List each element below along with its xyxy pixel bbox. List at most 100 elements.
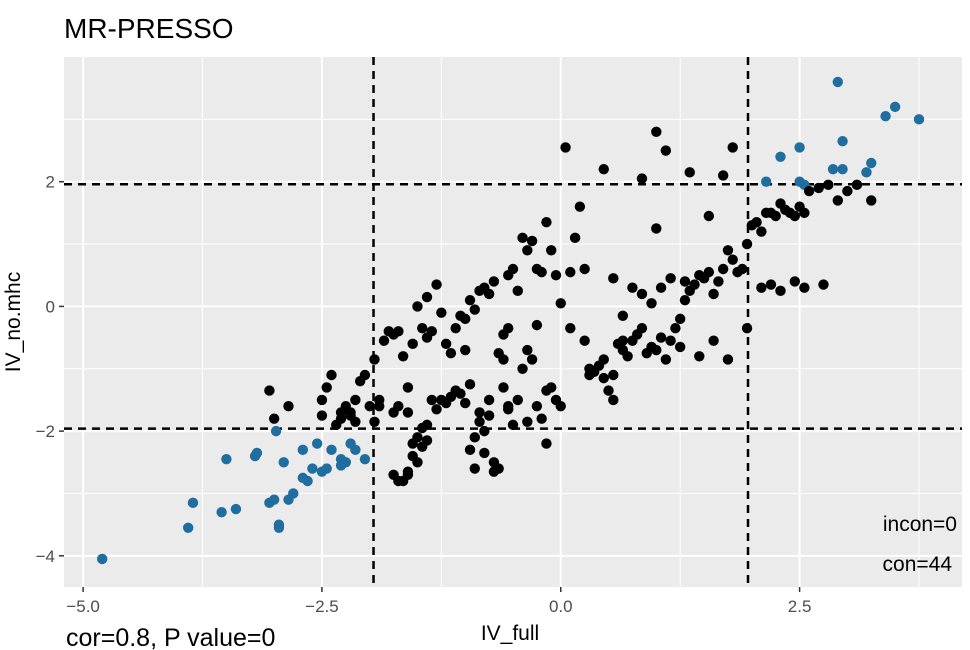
data-point [221,453,232,465]
data-point [717,263,729,275]
correlation-footer: cor=0.8, P value=0 [66,624,275,650]
data-point [689,279,700,290]
data-point [617,335,629,346]
data-point [651,126,662,138]
data-point [655,332,667,343]
data-point [479,425,490,437]
data-point [608,394,619,406]
data-point [460,397,471,409]
data-point [670,323,681,334]
data-point [393,400,404,412]
data-point [842,185,853,197]
data-point [608,273,619,284]
data-point [832,195,844,206]
data-point [799,282,810,293]
data-point [851,179,863,191]
data-point [187,497,199,509]
data-point [251,447,263,459]
data-point [369,354,380,365]
data-point [97,553,108,565]
data-point [369,416,380,427]
data-point [799,207,810,219]
data-point [469,463,480,474]
data-point [455,388,466,399]
data-point [345,410,356,421]
data-point [464,444,476,456]
annotation-con: con=44 [883,553,953,576]
data-point [431,404,442,415]
data-point [823,179,834,191]
data-point [722,354,734,365]
data-point [584,369,595,381]
data-point [440,338,452,350]
data-point [717,170,729,181]
data-point [866,157,877,169]
x-axis-ticks: −5.0 −2.5 0.0 2.5 [66,587,811,616]
data-point [307,463,318,474]
data-point [531,319,543,331]
data-point [464,294,476,306]
y-axis-ticks: −4 −2 0 2 [36,173,64,566]
data-point [674,313,686,325]
data-point [474,416,485,427]
data-point [598,372,609,384]
data-point [402,382,414,393]
plot-panel [64,57,962,587]
data-point [436,307,447,318]
data-point [302,475,313,487]
data-point [660,354,672,365]
data-point [803,185,815,197]
data-point [741,238,753,250]
data-point [297,444,309,456]
data-point [775,151,786,162]
data-point [579,263,590,275]
data-point [483,410,495,421]
data-point [522,344,533,356]
data-point [503,404,514,415]
data-point [268,494,280,505]
data-point [483,288,495,300]
data-point [913,114,925,125]
data-point [326,444,337,456]
data-point [469,432,480,443]
data-point [679,276,691,287]
data-point [837,164,848,175]
data-point [512,285,523,297]
data-point [827,164,839,175]
data-point [617,310,629,321]
data-point [555,400,566,412]
data-point [703,210,715,222]
data-point [503,323,514,334]
data-point [536,413,547,424]
data-point [311,438,323,449]
data-point [751,217,762,228]
data-points [97,76,925,565]
y-tick-label: 0 [46,297,55,316]
data-point [517,363,528,374]
y-tick-label: −4 [36,547,55,566]
data-point [708,335,719,346]
data-point [603,385,614,396]
data-point [522,416,533,427]
data-point [555,298,566,309]
data-point [268,413,280,424]
data-point [756,282,767,293]
data-point [417,323,428,334]
data-point [479,447,490,459]
data-point [674,341,686,353]
data-point [722,245,734,256]
y-tick-label: 2 [46,173,55,192]
data-point [574,201,586,212]
data-point [526,235,538,247]
data-point [507,419,519,431]
data-point [507,263,519,275]
data-point [665,335,676,346]
data-point [340,457,352,468]
data-point [546,245,557,256]
x-tick-label: 2.5 [788,597,812,616]
data-point [531,400,543,412]
data-point [565,266,576,278]
data-point [350,394,361,406]
data-point [727,142,738,153]
data-point [288,488,299,499]
